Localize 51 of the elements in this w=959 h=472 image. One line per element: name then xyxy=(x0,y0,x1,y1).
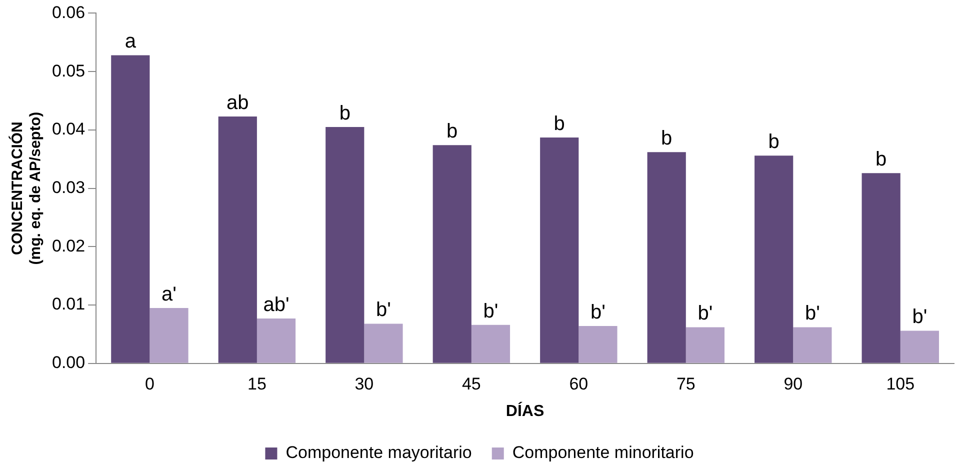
bar xyxy=(256,318,296,363)
annotation: b xyxy=(768,131,780,154)
x-tick-label: 15 xyxy=(247,374,266,394)
annotation: b' xyxy=(376,299,391,322)
y-tick-label: 0.01 xyxy=(52,294,86,314)
y-tick-label: 0.03 xyxy=(52,178,86,197)
bar xyxy=(218,116,257,363)
bar xyxy=(540,138,579,363)
y-tick-label: 0.00 xyxy=(52,353,86,372)
annotation: b' xyxy=(698,302,713,325)
annotation: b' xyxy=(483,300,498,322)
x-tick-label: 45 xyxy=(462,374,481,394)
bar xyxy=(900,330,939,363)
bar xyxy=(754,156,794,363)
annotation: b xyxy=(446,120,458,143)
annotation: ab xyxy=(226,92,249,114)
bar xyxy=(432,145,472,363)
annotation: b' xyxy=(912,306,928,328)
x-tick-label: 30 xyxy=(354,374,374,394)
y-axis-title: CONCENTRACIÓN (mg. eq. de AP/septo) xyxy=(8,112,44,265)
y-tick-label: 0.02 xyxy=(52,236,86,256)
annotation: b xyxy=(339,102,350,125)
bar xyxy=(326,127,364,363)
bar xyxy=(111,55,150,363)
bar xyxy=(364,324,403,363)
bar xyxy=(471,324,510,363)
bar xyxy=(647,152,686,363)
bar xyxy=(793,327,832,363)
legend-label: Componente mayoritario xyxy=(286,443,472,462)
bar xyxy=(578,326,618,363)
x-tick-label: 90 xyxy=(784,374,803,394)
x-tick-label: 60 xyxy=(569,374,588,394)
annotation: a xyxy=(124,30,137,53)
x-tick-label: 75 xyxy=(676,374,696,394)
y-tick-label: 0.05 xyxy=(52,61,86,80)
bar xyxy=(686,327,725,363)
annotation: b xyxy=(876,148,887,171)
x-axis-title: DÍAS xyxy=(506,400,544,420)
bar xyxy=(862,173,900,363)
y-tick-label: 0.04 xyxy=(52,120,86,139)
annotation: ab' xyxy=(263,294,290,316)
legend-label: Componente minoritario xyxy=(512,443,694,462)
y-tick-label: 0.06 xyxy=(52,2,86,22)
annotation: a' xyxy=(162,283,176,306)
annotation: b xyxy=(554,113,565,136)
bar xyxy=(150,308,188,363)
x-tick-label: 0 xyxy=(144,374,154,394)
x-tick-label: 105 xyxy=(886,374,915,394)
annotation: b' xyxy=(590,302,606,324)
annotation: b xyxy=(661,128,672,150)
annotation: b' xyxy=(804,302,820,325)
